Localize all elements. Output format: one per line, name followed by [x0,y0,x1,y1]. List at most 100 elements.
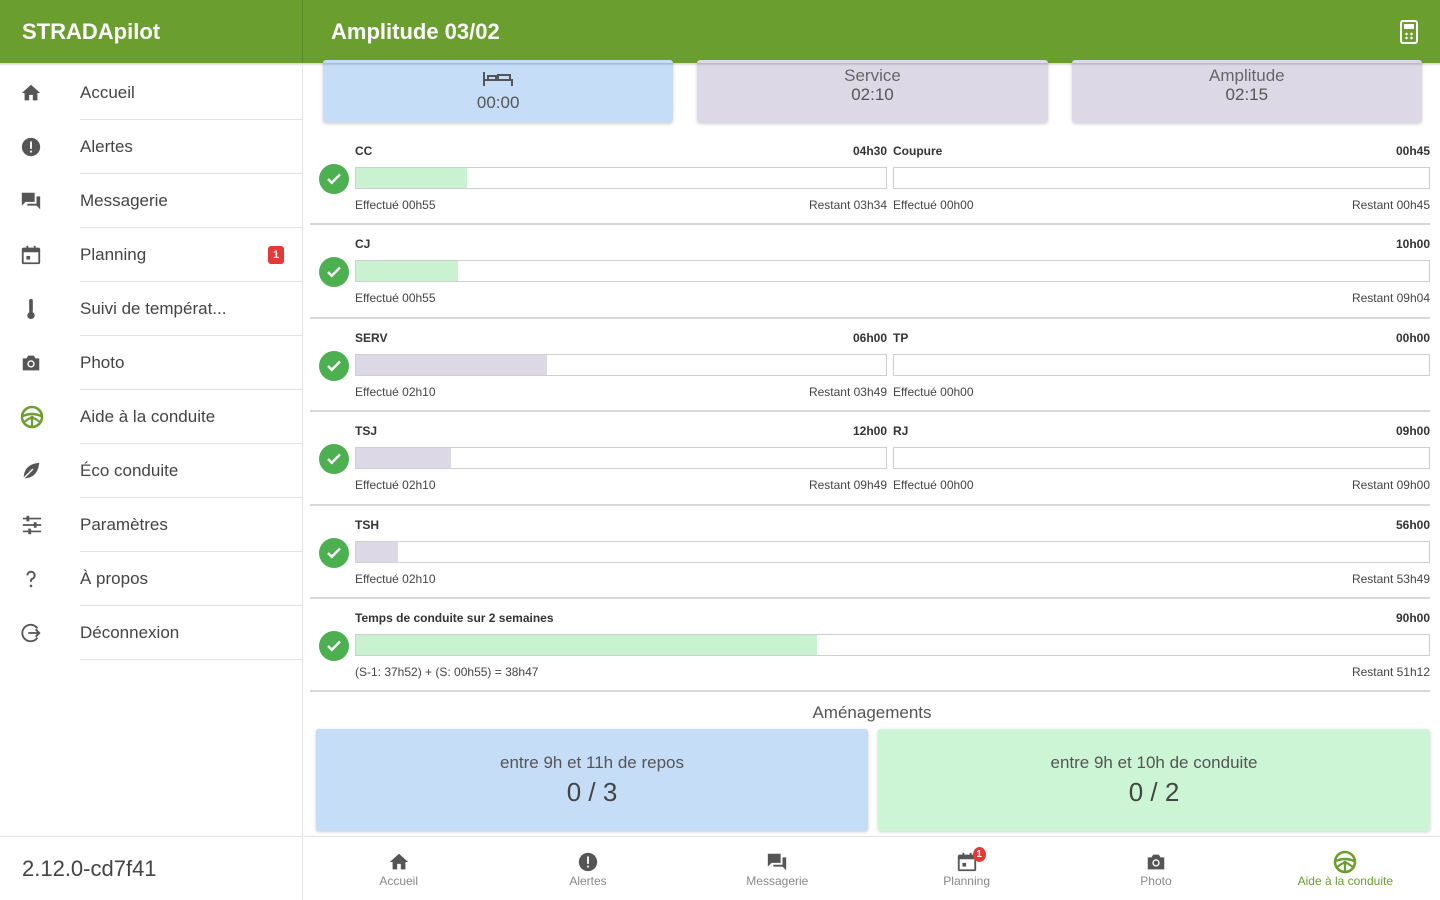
gauge-label: Coupure [893,144,943,158]
amenagements: entre 9h et 11h de repos 0 / 3 entre 9h … [316,729,1430,831]
gauge-footer: Effectué 00h00 Restant 09h00 [893,478,1430,492]
sidebar-menu: Accueil Alertes Messagerie Planning 1 Suivi d… [0,66,302,660]
sidebar-item[interactable]: Accueil [0,66,302,120]
gauge-limit: 00h45 [1395,144,1430,158]
bottom-tab[interactable]: Messagerie [683,837,872,900]
sidebar-item-label: Alertes [80,120,302,174]
gauge-limit: 00h00 [1395,330,1430,345]
gauge-done: Effectué 00h00 [893,198,974,212]
steering-wheel-icon [0,405,80,429]
chat-icon [766,850,788,874]
amplitude-card[interactable]: Amplitude 02:15 [1071,60,1422,122]
sidebar-item-label: Paramètres [80,498,302,552]
check-circle-icon [319,257,349,288]
gauge-header: TSJ 12h00 [355,424,887,440]
gauge-header: Temps de conduite sur 2 semaines 90h00 [355,611,1430,627]
gauge-row: CJ 10h00 Effectué 00h55 Restant 09h04 [310,225,1430,319]
gauge-header: TP 00h00 [893,331,1430,347]
gauge-fill [356,541,398,562]
check-circle-icon [319,630,349,661]
app-version: 2.12.0-cd7f41 [0,836,303,900]
bottom-tab[interactable]: Planning 1 [872,837,1061,900]
sidebar-item[interactable]: Planning 1 [0,228,302,282]
rest-card[interactable]: 00:00 [323,60,674,122]
gauge-bar [355,540,1430,563]
sidebar-item-label: À propos [80,552,302,606]
gauge-header: RJ 09h00 [893,424,1430,440]
gauge-bar [893,167,1430,189]
gauge-footer: Effectué 02h10 Restant 53h49 [355,572,1430,586]
home-icon [0,82,80,104]
gauge-limit: 06h00 [852,330,887,345]
bottom-tab[interactable]: Photo [1061,837,1250,900]
calendar-icon [0,244,80,266]
sidebar-item[interactable]: Suivi de températ... [0,282,302,336]
check-circle-icon [319,444,349,475]
alert-icon [0,136,80,158]
gauge-label: TSJ [355,424,378,439]
gauge: Coupure 00h45 Effectué 00h00 Restant 00h… [893,144,1430,212]
service-card[interactable]: Service 02:10 [697,60,1048,122]
amenagement-driving-value: 0 / 2 [1128,776,1180,807]
main-content: 00:00 Service 02:10 Amplitude 02:15 CC 0… [304,60,1440,836]
sidebar-item[interactable]: Messagerie [0,174,302,228]
amenagement-rest-card[interactable]: entre 9h et 11h de repos 0 / 3 [316,729,868,831]
service-value: 02:10 [851,85,894,104]
gauge-row: Temps de conduite sur 2 semaines 90h00 (… [310,599,1430,693]
page-title: Amplitude 03/02 [331,18,500,44]
app-title: STRADApilot [0,0,303,63]
sidebar-item-label: Déconnexion [80,606,302,660]
bottom-tab-label: Aide à la conduite [1297,873,1393,888]
thermometer-icon [0,297,80,321]
gauge-fill [356,634,818,655]
gauge-footer: Effectué 00h55 Restant 03h34 [355,198,887,212]
bottom-tab-label: Alertes [569,873,607,888]
gauge-header: Coupure 00h45 [893,144,1430,160]
gauge: Temps de conduite sur 2 semaines 90h00 (… [355,611,1430,679]
gauge: TP 00h00 Effectué 00h00 [893,331,1430,399]
gauge-bar [893,447,1430,470]
sidebar-item-label: Photo [80,336,302,390]
home-icon [388,850,410,874]
alert-icon [577,850,599,874]
gauge-fill [356,354,547,375]
gauge: RJ 09h00 Effectué 00h00 Restant 09h00 [893,424,1430,492]
sidebar-item[interactable]: Alertes [0,120,302,174]
bottom-tab-label: Messagerie [746,873,809,888]
check-circle-icon [319,350,349,381]
sidebar-item[interactable]: Aide à la conduite [0,390,302,444]
gauge-bar [355,167,887,189]
amplitude-value: 02:15 [1225,85,1269,104]
gauge-remaining: Restant 00h45 [1351,198,1430,212]
gauge-bar [355,353,887,376]
gauge-header: CJ 10h00 [355,237,1430,253]
gauge-limit: 56h00 [1395,517,1430,532]
sidebar-item[interactable]: Photo [0,336,302,390]
gauge-footer: Effectué 02h10 Restant 09h49 [355,478,887,492]
sidebar-item[interactable]: Éco conduite [0,444,302,498]
bottom-tab-label: Planning [943,873,990,888]
bottom-tab[interactable]: Aide à la conduite [1251,837,1440,900]
gauge-label: CC [355,144,373,158]
amenagement-driving-card[interactable]: entre 9h et 10h de conduite 0 / 2 [878,729,1430,831]
header-shadow [0,63,1440,66]
gauge-limit: 04h30 [852,144,887,158]
gauge-bar [355,260,1430,283]
sidebar-item[interactable]: Déconnexion [0,606,302,660]
sidebar-item-label: Aide à la conduite [80,390,302,444]
gauge-footer: Effectué 00h55 Restant 09h04 [355,291,1430,305]
sidebar-item-label: Accueil [80,66,302,120]
sidebar-item-label: Suivi de températ... [80,282,302,336]
bottom-tab[interactable]: Alertes [493,837,682,900]
check-circle-icon [319,164,349,194]
sidebar-item[interactable]: Paramètres [0,498,302,552]
summary-cards: 00:00 Service 02:10 Amplitude 02:15 [323,60,1422,122]
sidebar-item[interactable]: À propos [0,552,302,606]
leaf-icon [0,460,80,482]
calculator-icon[interactable] [1400,20,1418,44]
logout-icon [0,622,80,644]
gauge-limit: 12h00 [852,424,887,439]
notification-badge: 1 [972,847,986,862]
bottom-navigation: Accueil Alertes Messagerie Planning 1 Pho… [304,836,1440,900]
bottom-tab[interactable]: Accueil [304,837,493,900]
